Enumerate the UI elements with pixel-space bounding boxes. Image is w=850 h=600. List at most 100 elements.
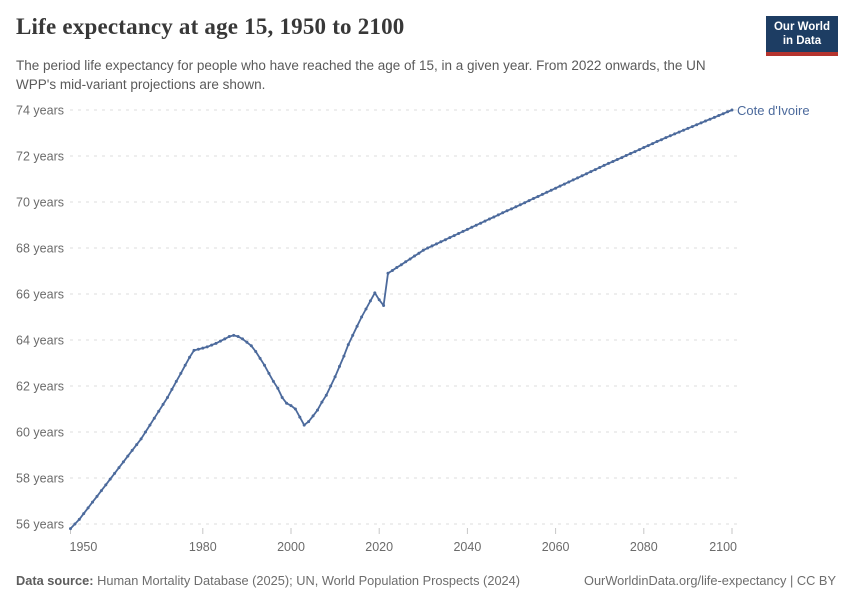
data-point[interactable] [611, 160, 615, 163]
data-point[interactable] [686, 126, 690, 130]
data-point[interactable] [108, 477, 112, 481]
series-line[interactable] [69, 109, 733, 530]
data-point[interactable] [457, 232, 461, 235]
data-point[interactable] [602, 163, 606, 167]
data-point[interactable] [523, 201, 527, 205]
data-point[interactable] [382, 304, 386, 307]
data-point[interactable] [510, 207, 513, 211]
data-point[interactable] [210, 343, 214, 347]
data-point[interactable] [430, 244, 434, 248]
data-point[interactable] [254, 350, 258, 353]
data-point[interactable] [452, 234, 456, 238]
footer-link[interactable]: OurWorldinData.org/life-expectancy | CC … [583, 573, 836, 588]
data-point[interactable] [77, 517, 81, 521]
data-point[interactable] [562, 182, 566, 186]
data-point[interactable] [95, 494, 99, 498]
data-point[interactable] [201, 346, 205, 350]
data-point[interactable] [130, 448, 134, 452]
data-point[interactable] [646, 144, 650, 148]
data-point[interactable] [655, 140, 659, 143]
data-point[interactable] [712, 115, 716, 119]
data-point[interactable] [633, 150, 637, 154]
data-point[interactable] [188, 355, 192, 359]
data-point[interactable] [390, 269, 394, 272]
data-point[interactable] [637, 148, 641, 152]
data-point[interactable] [677, 130, 681, 134]
data-point[interactable] [338, 364, 341, 368]
data-point[interactable] [342, 354, 346, 358]
data-point[interactable] [148, 423, 152, 427]
data-point[interactable] [152, 416, 156, 420]
data-point[interactable] [536, 195, 540, 198]
data-point[interactable] [267, 371, 271, 375]
data-point[interactable] [421, 248, 425, 252]
data-point[interactable] [377, 298, 381, 302]
data-point[interactable] [704, 119, 707, 123]
data-point[interactable] [170, 387, 174, 391]
data-point[interactable] [708, 117, 712, 121]
data-point[interactable] [483, 219, 487, 223]
data-point[interactable] [161, 402, 165, 406]
data-point[interactable] [333, 375, 337, 379]
data-point[interactable] [571, 178, 575, 182]
data-point[interactable] [121, 460, 125, 464]
data-point[interactable] [232, 333, 236, 337]
data-point[interactable] [465, 227, 469, 231]
data-point[interactable] [501, 211, 505, 215]
data-point[interactable] [682, 128, 685, 132]
data-point[interactable] [82, 512, 86, 516]
data-point[interactable] [302, 423, 306, 427]
data-point[interactable] [320, 400, 324, 404]
data-point[interactable] [554, 186, 558, 190]
data-point[interactable] [593, 168, 597, 172]
data-point[interactable] [589, 170, 593, 174]
data-point[interactable] [196, 347, 200, 351]
data-point[interactable] [364, 307, 368, 311]
data-point[interactable] [721, 112, 725, 116]
data-point[interactable] [695, 123, 699, 127]
data-point[interactable] [417, 251, 421, 255]
data-point[interactable] [532, 197, 535, 200]
data-point[interactable] [518, 203, 522, 207]
data-point[interactable] [492, 215, 496, 219]
data-point[interactable] [218, 339, 222, 343]
data-point[interactable] [144, 430, 147, 434]
data-point[interactable] [368, 299, 372, 303]
data-point[interactable] [223, 337, 227, 341]
data-point[interactable] [258, 356, 262, 360]
data-point[interactable] [496, 213, 500, 217]
data-point[interactable] [567, 180, 571, 184]
data-point[interactable] [241, 337, 244, 341]
data-point[interactable] [580, 174, 584, 178]
data-point[interactable] [585, 172, 588, 176]
data-point[interactable] [395, 266, 399, 269]
data-point[interactable] [527, 199, 531, 203]
data-point[interactable] [373, 291, 377, 295]
data-point[interactable] [558, 184, 562, 188]
data-point[interactable] [227, 335, 231, 338]
data-point[interactable] [271, 379, 275, 383]
data-point[interactable] [346, 343, 350, 347]
data-point[interactable] [624, 154, 628, 157]
data-point[interactable] [514, 205, 518, 209]
data-point[interactable] [324, 393, 328, 397]
data-point[interactable] [249, 344, 253, 348]
data-point[interactable] [448, 236, 452, 240]
data-point[interactable] [316, 408, 319, 412]
data-point[interactable] [126, 454, 130, 458]
data-point[interactable] [91, 500, 94, 504]
data-point[interactable] [545, 190, 549, 194]
data-point[interactable] [311, 414, 315, 418]
data-point[interactable] [690, 125, 694, 129]
data-point[interactable] [263, 363, 266, 367]
data-point[interactable] [540, 192, 544, 196]
data-point[interactable] [139, 437, 143, 441]
data-point[interactable] [479, 221, 483, 225]
data-point[interactable] [69, 527, 72, 531]
data-point[interactable] [620, 156, 624, 160]
data-point[interactable] [245, 340, 249, 344]
data-point[interactable] [470, 225, 474, 229]
data-point[interactable] [487, 217, 491, 221]
data-point[interactable] [439, 240, 443, 244]
data-point[interactable] [443, 238, 447, 242]
